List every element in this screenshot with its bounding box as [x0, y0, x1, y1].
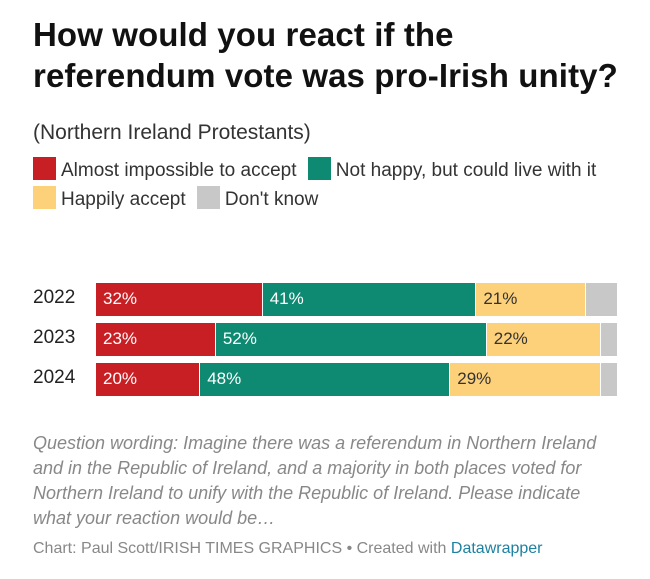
datawrapper-link[interactable]: Datawrapper	[450, 540, 543, 557]
chart-credit: Chart: Paul Scott/IRISH TIMES GRAPHICS •…	[33, 540, 633, 558]
chart-title: How would you react if the referendum vo…	[33, 16, 618, 94]
legend-swatch	[33, 157, 56, 180]
bar-track: 23% 52% 22%	[96, 323, 617, 356]
question-wording-note: Question wording: Imagine there was a re…	[33, 433, 597, 528]
credit-text: Chart: Paul Scott/IRISH TIMES GRAPHICS •…	[33, 540, 451, 557]
data-label: 21%	[483, 289, 518, 308]
data-label: 20%	[103, 369, 138, 388]
bar-segment: 20%	[96, 363, 201, 396]
legend-item: Don't know	[196, 186, 319, 210]
data-label: 32%	[103, 289, 138, 308]
legend: Almost impossible to accept Not happy, b…	[33, 156, 613, 214]
data-label: 23%	[103, 329, 138, 348]
bar-row: 2023 23% 52% 22%	[33, 323, 623, 363]
legend-swatch	[196, 186, 220, 209]
chart-header: How would you react if the referendum vo…	[33, 14, 623, 214]
bar-segment: 29%	[450, 363, 602, 396]
bar-segment	[585, 283, 617, 316]
legend-item: Not happy, but could live with it	[307, 157, 597, 181]
bar-segment	[601, 363, 617, 396]
legend-label: Happily accept	[61, 189, 186, 210]
bar-row: 2024 20% 48% 29%	[33, 363, 623, 403]
legend-item: Almost impossible to accept	[33, 157, 297, 181]
legend-label: Almost impossible to accept	[61, 160, 297, 181]
data-label: 41%	[269, 289, 304, 308]
category-label: 2022	[33, 287, 76, 308]
bar-segment: 52%	[215, 323, 487, 356]
data-label: 52%	[222, 329, 257, 348]
category-label: 2024	[33, 367, 76, 388]
legend-swatch	[307, 157, 331, 180]
legend-label: Don't know	[224, 189, 319, 210]
legend-label: Not happy, but could live with it	[335, 160, 597, 181]
bar-segment: 23%	[96, 323, 216, 356]
bar-segment: 21%	[476, 283, 586, 316]
legend-swatch	[33, 186, 56, 209]
data-label: 29%	[457, 369, 492, 388]
bar-segment: 48%	[200, 363, 451, 396]
bar-segment	[601, 323, 617, 356]
bar-track: 20% 48% 29%	[96, 363, 617, 396]
data-label: 22%	[493, 329, 528, 348]
category-label: 2023	[33, 327, 76, 348]
data-label: 48%	[207, 369, 242, 388]
legend-item: Happily accept	[33, 186, 186, 210]
bar-segment: 32%	[96, 283, 263, 316]
stacked-bar-chart: 2022 32% 41% 21% 2023 23% 52% 22% 2024 20% 48% 29%	[33, 283, 623, 403]
chart-subtitle: (Northern Ireland Protestants)	[33, 121, 311, 144]
bar-segment: 41%	[262, 283, 477, 316]
bar-row: 2022 32% 41% 21%	[33, 283, 623, 323]
bar-track: 32% 41% 21%	[96, 283, 617, 316]
bar-segment: 22%	[486, 323, 602, 356]
